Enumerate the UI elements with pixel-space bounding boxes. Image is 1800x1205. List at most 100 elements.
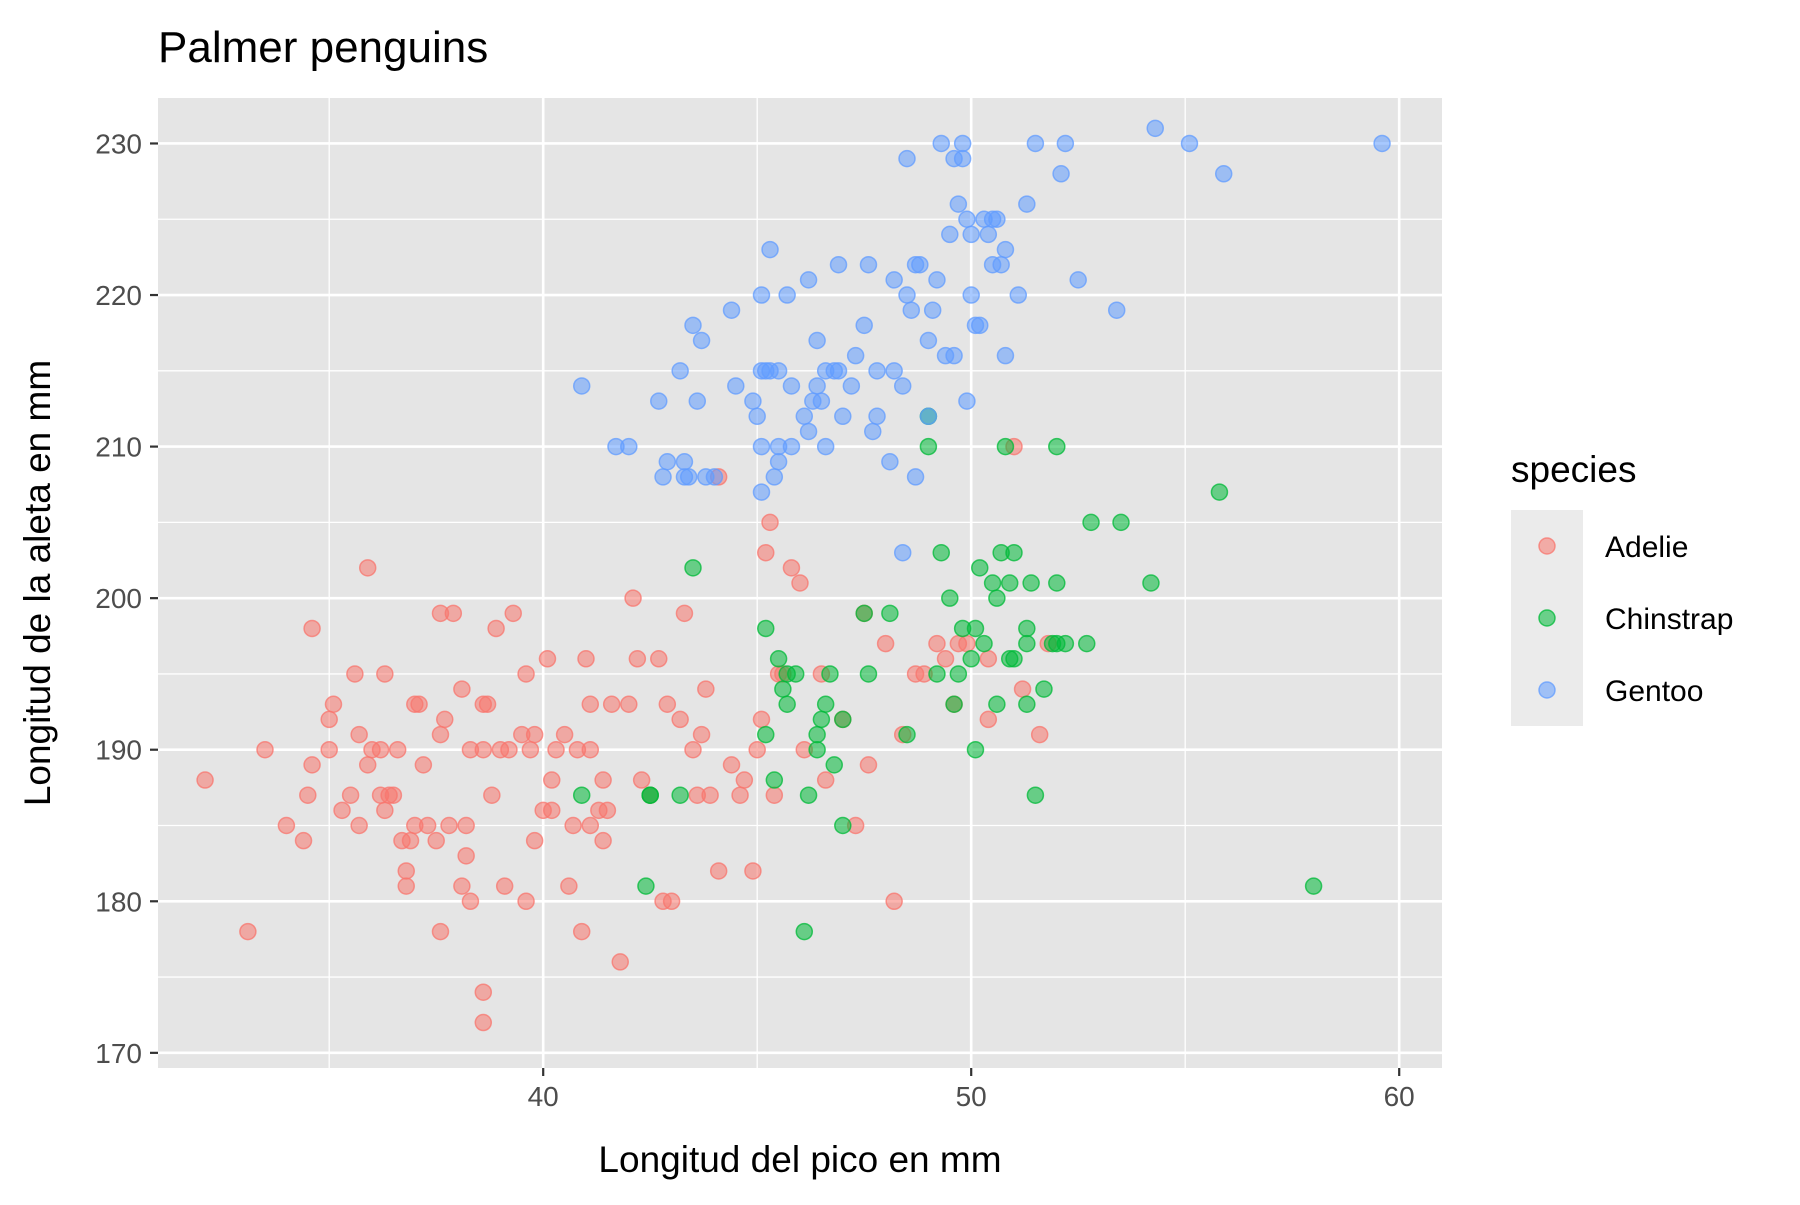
data-point (431, 922, 450, 941)
data-point (757, 619, 775, 638)
chart-title: Palmer penguins (158, 23, 488, 72)
data-point (650, 650, 668, 668)
data-point (808, 740, 826, 759)
data-point (620, 437, 638, 456)
data-point (744, 392, 762, 410)
data-point (825, 756, 843, 774)
data-point (1056, 634, 1075, 653)
data-point (594, 831, 612, 850)
data-point (722, 756, 741, 774)
data-point (1035, 680, 1053, 698)
data-point (816, 437, 835, 456)
data-point (371, 740, 390, 759)
data-point (893, 377, 912, 395)
data-point (808, 725, 826, 744)
data-point (958, 210, 976, 228)
legend: Adelie Chinstrap Gentoo (1511, 510, 1733, 726)
data-point (577, 650, 595, 668)
data-point (971, 559, 989, 577)
data-point (376, 801, 394, 820)
data-point (868, 362, 886, 380)
data-point (611, 953, 629, 971)
data-point (341, 786, 360, 804)
data-point (992, 255, 1010, 274)
data-point (504, 604, 522, 623)
data-point (855, 604, 873, 623)
y-tick-label: 180 (95, 886, 142, 917)
data-point (795, 407, 814, 426)
data-point (675, 453, 694, 471)
data-point (774, 680, 792, 698)
data-point (1018, 634, 1036, 653)
data-point (543, 771, 561, 789)
data-point (453, 877, 471, 895)
data-point (979, 225, 998, 244)
data-point (881, 453, 899, 471)
data-point (923, 301, 942, 319)
data-point (525, 725, 544, 744)
data-point (953, 149, 972, 168)
data-point (650, 392, 668, 410)
data-point (936, 650, 955, 668)
legend-key-chinstrap (1538, 609, 1556, 627)
data-point (765, 468, 784, 486)
data-point (791, 574, 809, 592)
data-point (885, 271, 903, 289)
data-point (1009, 286, 1028, 304)
data-point (941, 589, 959, 607)
data-point (414, 756, 433, 774)
data-point (436, 710, 454, 729)
data-point (196, 771, 214, 789)
data-point (808, 331, 826, 350)
data-point (1304, 877, 1323, 895)
x-axis-title: Longitud del pico en mm (598, 1139, 1001, 1180)
data-point (397, 862, 415, 880)
data-point (898, 149, 916, 168)
data-point (722, 301, 741, 319)
data-point (598, 801, 617, 820)
data-point (731, 786, 749, 804)
y-tick-label: 210 (95, 432, 142, 463)
data-point (671, 710, 689, 729)
data-point (958, 634, 976, 653)
data-point (782, 559, 801, 577)
data-point (453, 680, 471, 698)
data-point (662, 892, 681, 911)
data-point (979, 650, 998, 668)
data-point (1013, 680, 1032, 698)
data-point (358, 756, 377, 774)
data-point (898, 725, 916, 744)
data-point (932, 543, 950, 562)
data-point (632, 771, 651, 789)
data-point (333, 801, 351, 820)
data-point (829, 362, 848, 380)
data-point (988, 695, 1006, 713)
data-point (812, 710, 831, 729)
data-point (893, 543, 912, 562)
y-tick-label: 200 (95, 583, 142, 614)
data-point (624, 589, 642, 607)
data-point (1005, 543, 1023, 562)
data-point (966, 619, 985, 638)
data-point (859, 756, 878, 774)
data-point (1000, 574, 1019, 592)
data-point (581, 740, 600, 759)
data-point (457, 816, 475, 835)
data-point (658, 695, 677, 713)
data-point (594, 771, 612, 789)
data-point (1048, 574, 1066, 592)
data-point (958, 392, 976, 410)
data-point (975, 634, 993, 653)
data-point (418, 816, 437, 835)
data-point (902, 301, 921, 319)
data-point (996, 240, 1015, 259)
data-point (1142, 574, 1160, 592)
data-point (821, 665, 839, 683)
data-point (799, 786, 818, 804)
data-point (581, 695, 600, 713)
data-point (299, 786, 317, 804)
data-point (701, 786, 719, 804)
data-point (859, 665, 878, 683)
data-point (799, 422, 818, 441)
